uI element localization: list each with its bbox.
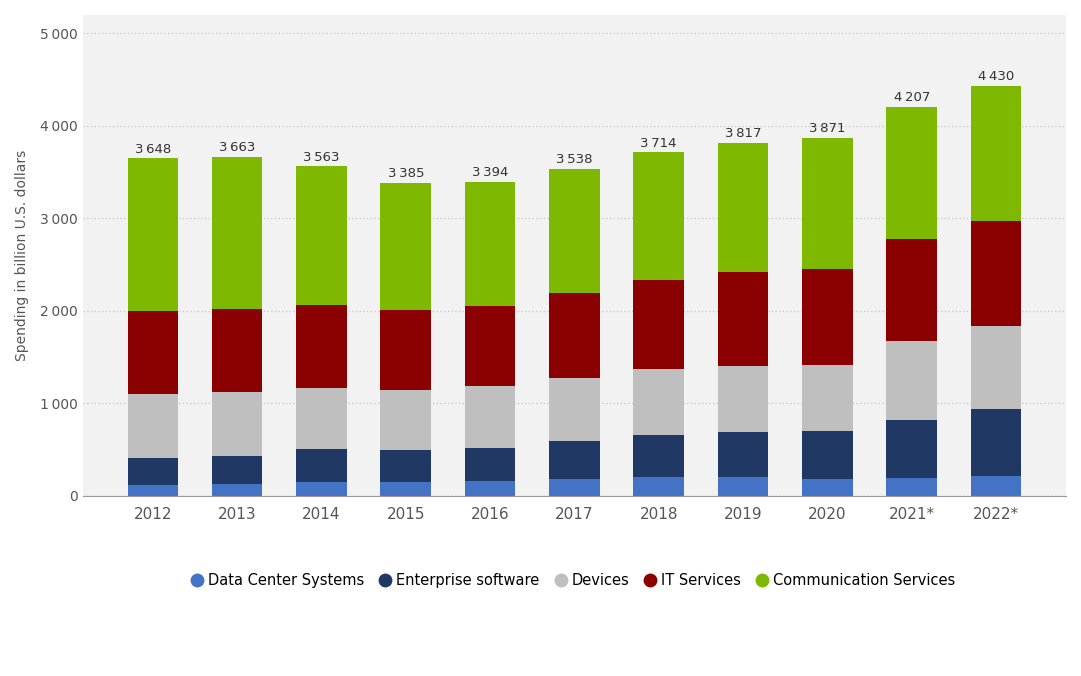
Bar: [128, 311, 178, 393]
Bar: [549, 293, 600, 378]
Bar: [971, 476, 1022, 496]
Bar: [633, 152, 684, 280]
Bar: [971, 86, 1022, 221]
Bar: [549, 441, 600, 479]
Bar: [381, 390, 431, 450]
Bar: [718, 143, 769, 272]
Bar: [128, 158, 178, 311]
Text: 3 648: 3 648: [135, 143, 171, 155]
Bar: [296, 166, 347, 305]
Bar: [549, 378, 600, 441]
Bar: [465, 481, 516, 496]
Bar: [212, 485, 263, 496]
Text: 3 538: 3 538: [556, 153, 592, 166]
Bar: [718, 477, 769, 496]
Bar: [718, 433, 769, 477]
Bar: [212, 456, 263, 485]
Text: 3 563: 3 563: [303, 151, 339, 164]
Bar: [971, 221, 1022, 327]
Bar: [718, 272, 769, 366]
Text: 3 714: 3 714: [640, 137, 677, 149]
Bar: [465, 386, 516, 448]
Bar: [128, 485, 178, 496]
Text: 3 394: 3 394: [472, 166, 508, 179]
Legend: Data Center Systems, Enterprise software, Devices, IT Services, Communication Se: Data Center Systems, Enterprise software…: [186, 565, 963, 595]
Text: 3 817: 3 817: [724, 127, 761, 140]
Bar: [212, 310, 263, 392]
Text: 3 871: 3 871: [810, 122, 845, 135]
Bar: [296, 388, 347, 450]
Bar: [212, 157, 263, 310]
Bar: [128, 393, 178, 458]
Bar: [633, 477, 684, 496]
Text: 4 207: 4 207: [894, 91, 930, 104]
Bar: [886, 341, 937, 420]
Text: 4 430: 4 430: [978, 70, 1014, 83]
Bar: [549, 168, 600, 293]
Bar: [886, 420, 937, 478]
Bar: [971, 409, 1022, 476]
Text: 3 663: 3 663: [219, 141, 255, 154]
Y-axis label: Spending in billion U.S. dollars: Spending in billion U.S. dollars: [15, 149, 29, 361]
Bar: [802, 364, 853, 431]
Bar: [802, 138, 853, 268]
Bar: [886, 107, 937, 239]
Bar: [971, 327, 1022, 409]
Bar: [381, 183, 431, 310]
Bar: [381, 482, 431, 496]
Text: 3 385: 3 385: [387, 167, 424, 180]
Bar: [296, 305, 347, 388]
Bar: [128, 458, 178, 485]
Bar: [549, 479, 600, 496]
Bar: [886, 239, 937, 341]
Bar: [296, 481, 347, 496]
Bar: [465, 182, 516, 306]
Bar: [212, 392, 263, 456]
Bar: [718, 366, 769, 433]
Bar: [886, 478, 937, 496]
Bar: [633, 280, 684, 369]
Bar: [465, 448, 516, 481]
Bar: [633, 369, 684, 435]
Bar: [465, 306, 516, 386]
Bar: [802, 431, 853, 479]
Bar: [381, 310, 431, 390]
Bar: [802, 479, 853, 496]
Bar: [633, 435, 684, 477]
Bar: [802, 268, 853, 364]
Bar: [381, 450, 431, 482]
Bar: [296, 450, 347, 481]
